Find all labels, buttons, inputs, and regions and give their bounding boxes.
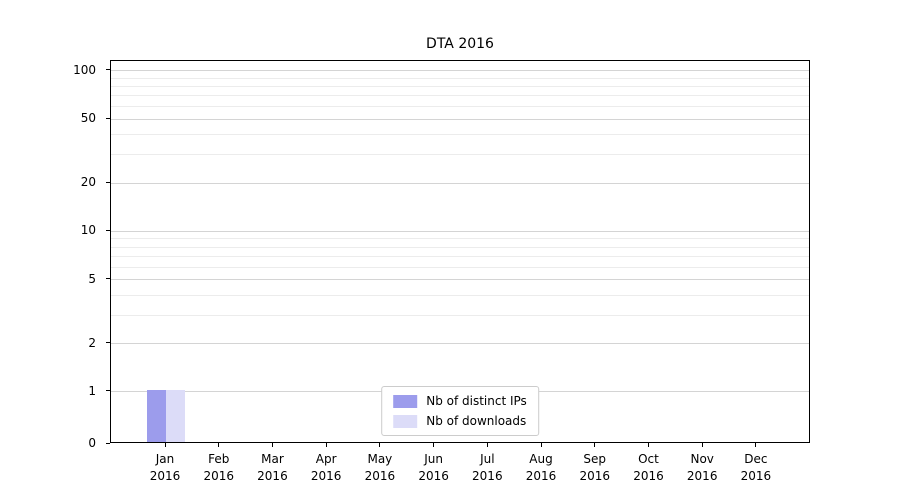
- x-tick-label-line: 2016: [149, 468, 181, 483]
- legend-label: Nb of distinct IPs: [426, 394, 527, 408]
- minor-gridline: [111, 95, 809, 97]
- legend: Nb of distinct IPs Nb of downloads: [381, 386, 539, 436]
- x-tick-label: Oct 2016: [633, 451, 664, 485]
- x-tick-label: Aug 2016: [526, 451, 557, 485]
- x-tick-label: Jan 2016: [150, 451, 181, 485]
- x-tick-label-line: Dec: [744, 452, 768, 466]
- minor-gridline: [111, 86, 809, 87]
- major-gridline: [111, 230, 809, 232]
- x-tick-label: Nov 2016: [687, 451, 718, 485]
- x-tick-label-line: Nov: [690, 452, 714, 466]
- minor-gridline: [111, 246, 809, 248]
- major-gridline: [111, 118, 809, 120]
- chart-title: DTA 2016: [426, 36, 494, 52]
- minor-gridline: [111, 255, 809, 257]
- x-tick-label: May 2016: [365, 451, 396, 485]
- minor-gridline: [111, 154, 809, 156]
- major-gridline: [111, 182, 809, 184]
- y-tick-label: 20: [80, 175, 96, 190]
- x-tick-label-line: 2016: [257, 468, 288, 483]
- x-tick-mark: [218, 443, 220, 447]
- x-tick-label-line: Jul: [480, 452, 495, 466]
- bar: [147, 390, 166, 442]
- y-tick-label: 2: [88, 335, 96, 350]
- legend-swatch: [393, 414, 418, 428]
- x-tick-mark: [486, 443, 488, 447]
- x-tick-label-line: 2016: [203, 468, 234, 483]
- x-tick-label-line: Aug: [529, 452, 553, 466]
- x-tick-label-line: Oct: [638, 452, 659, 466]
- x-tick-mark: [755, 443, 757, 447]
- x-tick-label: Jul 2016: [472, 451, 503, 485]
- x-tick-label: Apr 2016: [311, 451, 342, 485]
- legend-swatch: [393, 394, 418, 408]
- legend-entry: Nb of distinct IPs: [393, 394, 527, 408]
- minor-gridline: [111, 294, 809, 296]
- x-tick-label-line: 2016: [364, 468, 396, 483]
- x-tick-mark: [271, 443, 273, 447]
- x-tick-label-line: 2016: [310, 468, 342, 483]
- minor-gridline: [111, 238, 809, 240]
- x-tick-label-line: 2016: [525, 468, 557, 483]
- bar: [166, 390, 185, 442]
- legend-label: Nb of downloads: [426, 414, 527, 428]
- x-tick-label-line: Jan: [155, 452, 175, 466]
- major-gridline: [111, 279, 809, 281]
- minor-gridline: [111, 106, 809, 108]
- minor-gridline: [111, 314, 809, 316]
- x-axis-labels: Jan 2016 Feb 2016 Mar 2016 Apr 2016 May 2016 Jun 20…: [110, 451, 810, 491]
- legend-entry: Nb of downloads: [393, 414, 527, 428]
- x-tick-mark: [164, 443, 166, 447]
- x-tick-label-line: Apr: [315, 452, 337, 466]
- y-tick-label: 50: [80, 111, 96, 126]
- x-tick-mark: [325, 443, 327, 447]
- x-tick-label: Mar 2016: [257, 451, 288, 485]
- x-tick-mark: [433, 443, 435, 447]
- y-tick-label: 100: [73, 62, 96, 77]
- y-tick-label: 10: [80, 223, 96, 238]
- x-tick-mark: [701, 443, 703, 447]
- x-tick-label: Dec 2016: [741, 451, 772, 485]
- x-tick-label-line: 2016: [686, 468, 718, 483]
- x-tick-mark: [540, 443, 542, 447]
- x-tick-label-line: 2016: [472, 468, 503, 483]
- bars-layer: [111, 61, 809, 442]
- x-tick-label: Sep 2016: [579, 451, 610, 485]
- x-tick-mark: [594, 443, 596, 447]
- x-tick-label: Feb 2016: [203, 451, 234, 485]
- x-tick-label-line: Feb: [208, 452, 230, 466]
- plot-area: Nb of distinct IPs Nb of downloads: [110, 60, 810, 443]
- x-tick-label-line: May: [367, 452, 393, 466]
- y-tick-label: 0: [88, 436, 96, 450]
- major-gridline: [111, 70, 809, 72]
- y-tick-label: 1: [88, 383, 96, 398]
- x-tick-mark: [647, 443, 649, 447]
- x-tick-mark: [379, 443, 381, 447]
- x-tick-label-line: Mar: [261, 452, 284, 466]
- x-tick-label: Jun 2016: [418, 451, 449, 485]
- minor-gridline: [111, 266, 809, 268]
- minor-gridline: [111, 134, 809, 136]
- y-tick-label: 5: [88, 271, 96, 286]
- x-tick-label-line: 2016: [579, 468, 611, 483]
- x-tick-label-line: 2016: [418, 468, 449, 483]
- x-tick-label-line: 2016: [740, 468, 772, 483]
- y-axis-labels: 0 1 2 5 10 20 50 100: [0, 60, 110, 450]
- minor-gridline: [111, 77, 809, 79]
- x-tick-label-line: Jun: [424, 452, 443, 466]
- x-tick-label-line: 2016: [633, 468, 664, 483]
- x-tick-label-line: Sep: [583, 452, 607, 466]
- major-gridline: [111, 343, 809, 345]
